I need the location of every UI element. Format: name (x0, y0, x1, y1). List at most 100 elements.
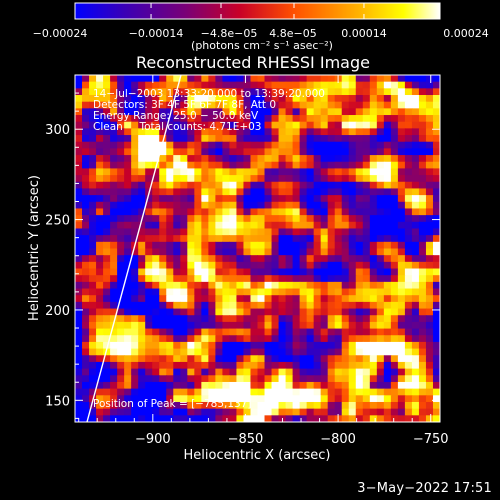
heatmap-cell (320, 335, 329, 343)
heatmap-cell (138, 268, 146, 276)
heatmap-cell (369, 115, 378, 123)
heatmap-cell (173, 281, 181, 290)
heatmap-cell (306, 255, 315, 263)
heatmap-cell (278, 341, 287, 350)
heatmap-cell (362, 288, 371, 296)
heatmap-cell (285, 408, 294, 416)
heatmap-cell (75, 341, 83, 350)
heatmap-cell (271, 408, 280, 416)
heatmap-cell (166, 288, 174, 296)
heatmap-cell (229, 401, 238, 410)
heatmap-cell (362, 395, 371, 403)
heatmap-cell (145, 75, 153, 83)
heatmap-cell (236, 381, 245, 390)
heatmap-cell (229, 148, 238, 156)
heatmap-cell (194, 141, 202, 149)
heatmap-cell (334, 295, 343, 303)
plot-area (75, 75, 440, 422)
heatmap-cell (285, 101, 294, 109)
heatmap-cell (271, 215, 280, 223)
heatmap-cell (257, 415, 266, 422)
heatmap-cell (383, 241, 392, 250)
heatmap-cell (271, 355, 280, 363)
colorbar-bottom-tick-label-3: 0.00014 (341, 27, 387, 40)
heatmap-cell (299, 261, 308, 270)
heatmap-cell (390, 355, 399, 363)
heatmap-cell (313, 261, 322, 270)
heatmap-cell (369, 308, 378, 316)
heatmap-cell (180, 368, 188, 376)
heatmap-cell (117, 388, 125, 396)
heatmap-cell (313, 75, 322, 83)
heatmap-cell (180, 201, 188, 210)
heatmap-cell (180, 381, 188, 390)
heatmap-cell (152, 401, 160, 410)
heatmap-cell (194, 335, 202, 343)
heatmap-cell (159, 408, 167, 416)
heatmap-cell (432, 121, 440, 129)
heatmap-cell (299, 235, 308, 243)
heatmap-cell (110, 195, 118, 203)
heatmap-cell (348, 241, 357, 250)
heatmap-cell (173, 355, 181, 363)
heatmap-cell (397, 281, 406, 290)
heatmap-cell (159, 415, 167, 422)
heatmap-cell (355, 155, 364, 163)
heatmap-cell (418, 135, 427, 143)
heatmap-cell (327, 241, 336, 250)
heatmap-cell (362, 161, 371, 170)
heatmap-cell (236, 341, 245, 350)
heatmap-cell (201, 255, 209, 263)
heatmap-cell (187, 355, 195, 363)
heatmap-cell (348, 148, 357, 156)
heatmap-cell (110, 381, 118, 390)
heatmap-cell (117, 255, 125, 263)
heatmap-cell (334, 255, 343, 263)
heatmap-cell (117, 275, 125, 283)
heatmap-cell (362, 88, 371, 96)
heatmap-cell (355, 148, 364, 156)
heatmap-cell (103, 268, 111, 276)
heatmap-cell (390, 248, 399, 256)
heatmap-cell (404, 181, 413, 190)
heatmap-cell (264, 295, 273, 303)
heatmap-cell (187, 201, 195, 210)
heatmap-cell (306, 175, 315, 183)
heatmap-cell (334, 355, 343, 363)
heatmap-cell (313, 81, 322, 89)
heatmap-cell (75, 388, 83, 396)
heatmap-cell (362, 235, 371, 243)
heatmap-cell (299, 295, 308, 303)
heatmap-cell (285, 261, 294, 270)
heatmap-cell (215, 295, 223, 303)
heatmap-cell (201, 315, 209, 323)
heatmap-cell (425, 341, 434, 350)
heatmap-cell (334, 101, 343, 109)
heatmap-cell (117, 355, 125, 363)
heatmap-cell (334, 401, 343, 410)
heatmap-cell (138, 155, 146, 163)
heatmap-cell (208, 335, 216, 343)
heatmap-cell (180, 328, 188, 336)
heatmap-cell (215, 75, 223, 83)
heatmap-cell (278, 95, 287, 103)
heatmap-cell (320, 188, 329, 196)
heatmap-cell (411, 115, 420, 123)
heatmap-cell (432, 388, 440, 396)
heatmap-cell (124, 88, 132, 96)
heatmap-cell (348, 381, 357, 390)
heatmap-cell (278, 155, 287, 163)
heatmap-cell (166, 95, 174, 103)
heatmap-cell (75, 148, 83, 156)
heatmap-cell (292, 188, 301, 196)
heatmap-cell (348, 235, 357, 243)
heatmap-cell (376, 321, 385, 330)
heatmap-cell (117, 268, 125, 276)
heatmap-cell (334, 408, 343, 416)
heatmap-cell (313, 315, 322, 323)
heatmap-cell (250, 168, 259, 176)
heatmap-cell (425, 161, 434, 170)
heatmap-cell (187, 361, 195, 370)
heatmap-cell (334, 215, 343, 223)
heatmap-cell (208, 201, 216, 210)
